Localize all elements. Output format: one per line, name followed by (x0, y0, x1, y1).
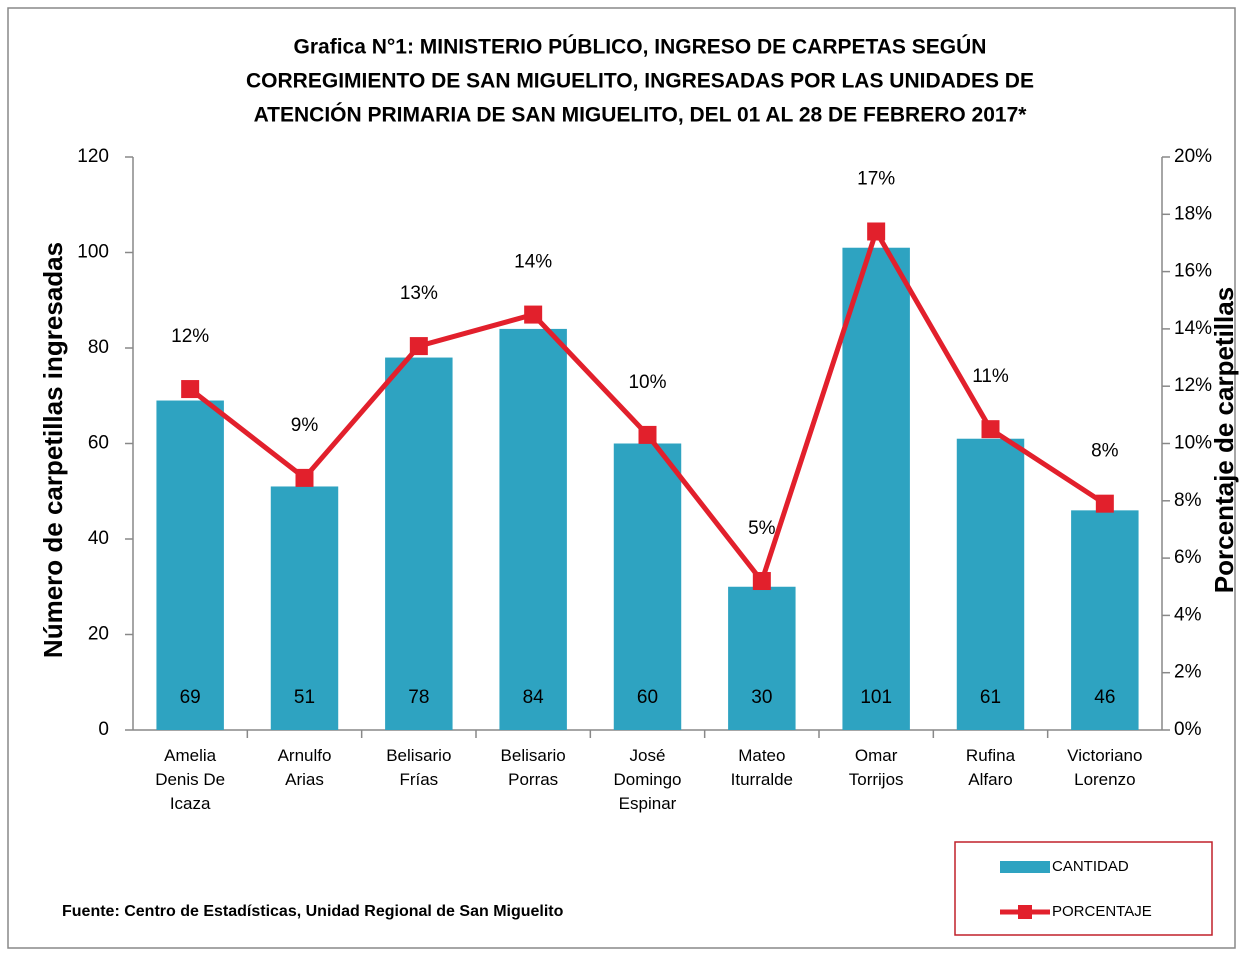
legend-swatch (1018, 905, 1032, 919)
bar-value-label: 46 (1094, 687, 1115, 708)
line-marker (409, 337, 428, 356)
x-tick-label: Belisario Frías (386, 746, 452, 789)
x-tick-label: Omar Torrijos (848, 746, 904, 789)
y2-tick-label: 18% (1174, 203, 1212, 224)
y2-tick-label: 14% (1174, 318, 1212, 339)
y2-tick-label: 10% (1174, 433, 1212, 454)
chart-title: ATENCIÓN PRIMARIA DE SAN MIGUELITO, DEL … (254, 103, 1028, 127)
bar (1071, 510, 1139, 730)
line-value-label: 12% (171, 326, 209, 347)
bar (956, 438, 1025, 730)
y2-tick-label: 16% (1174, 261, 1212, 282)
line-marker (181, 380, 200, 399)
bar-value-label: 84 (523, 687, 545, 708)
y2-tick-label: 2% (1174, 662, 1202, 683)
y2-tick-label: 6% (1174, 547, 1202, 568)
y2-tick-label: 4% (1174, 604, 1202, 625)
legend-label: PORCENTAJE (1052, 903, 1152, 920)
line-marker (752, 572, 771, 591)
line-marker (638, 425, 657, 444)
x-tick-label: Mateo Iturralde (730, 746, 794, 789)
line-marker (524, 305, 543, 324)
bar (385, 357, 453, 730)
line-value-label: 14% (514, 252, 552, 273)
x-tick-label: Rufina Alfaro (965, 746, 1016, 789)
legend-box (954, 841, 1213, 936)
line-value-label: 10% (628, 372, 666, 393)
x-tick-label: Belisario Porras (500, 746, 566, 789)
line-marker (295, 468, 314, 487)
bar (613, 443, 682, 730)
y2-tick-label: 20% (1174, 146, 1212, 167)
y-axis-label: Número de carpetillas ingresadas (38, 242, 68, 658)
y2-tick-label: 12% (1174, 375, 1212, 396)
bar-value-label: 78 (408, 687, 429, 708)
bar-value-label: 30 (751, 687, 772, 708)
line-value-label: 8% (1091, 441, 1119, 462)
bar (156, 400, 224, 730)
y-tick-label: 100 (77, 242, 109, 263)
bar-value-label: 61 (980, 687, 1001, 708)
x-tick-label: Victoriano Lorenzo (1067, 746, 1143, 789)
x-tick-label: Amelia Denis De Icaza (155, 746, 226, 813)
bar-value-label: 60 (637, 687, 658, 708)
bar-value-label: 51 (294, 687, 315, 708)
line-value-label: 11% (972, 366, 1009, 387)
line-value-label: 5% (748, 518, 776, 539)
bar (270, 486, 339, 730)
line-marker (981, 420, 1000, 439)
x-tick-label: José Domingo Espinar (613, 746, 682, 813)
y2-tick-label: 0% (1174, 719, 1202, 740)
bar (499, 328, 567, 730)
bar (728, 586, 796, 730)
source-note: Fuente: Centro de Estadísticas, Unidad R… (62, 903, 564, 920)
y-tick-label: 40 (88, 528, 109, 549)
chart-title: CORREGIMIENTO DE SAN MIGUELITO, INGRESAD… (246, 70, 1034, 93)
bar-value-label: 101 (860, 687, 892, 708)
y-tick-label: 60 (88, 433, 109, 454)
y-tick-label: 80 (88, 337, 109, 358)
line-value-label: 17% (857, 169, 895, 190)
legend-swatch (1000, 861, 1050, 873)
bar (842, 247, 910, 730)
bar-value-label: 69 (180, 687, 201, 708)
chart-title: Grafica N°1: MINISTERIO PÚBLICO, INGRESO… (294, 35, 987, 59)
y-tick-label: 120 (77, 146, 109, 167)
y-tick-label: 0 (98, 719, 109, 740)
line-marker (867, 222, 886, 241)
line-value-label: 13% (400, 283, 438, 304)
line-value-label: 9% (291, 415, 319, 436)
chart-border (7, 7, 1236, 949)
y-tick-label: 20 (88, 624, 109, 645)
y2-axis-label: Porcentaje de carpetillas (1209, 287, 1239, 593)
legend-label: CANTIDAD (1052, 858, 1129, 875)
x-tick-label: Arnulfo Arias (277, 746, 332, 789)
line-marker (1095, 494, 1114, 513)
y2-tick-label: 8% (1174, 490, 1202, 511)
